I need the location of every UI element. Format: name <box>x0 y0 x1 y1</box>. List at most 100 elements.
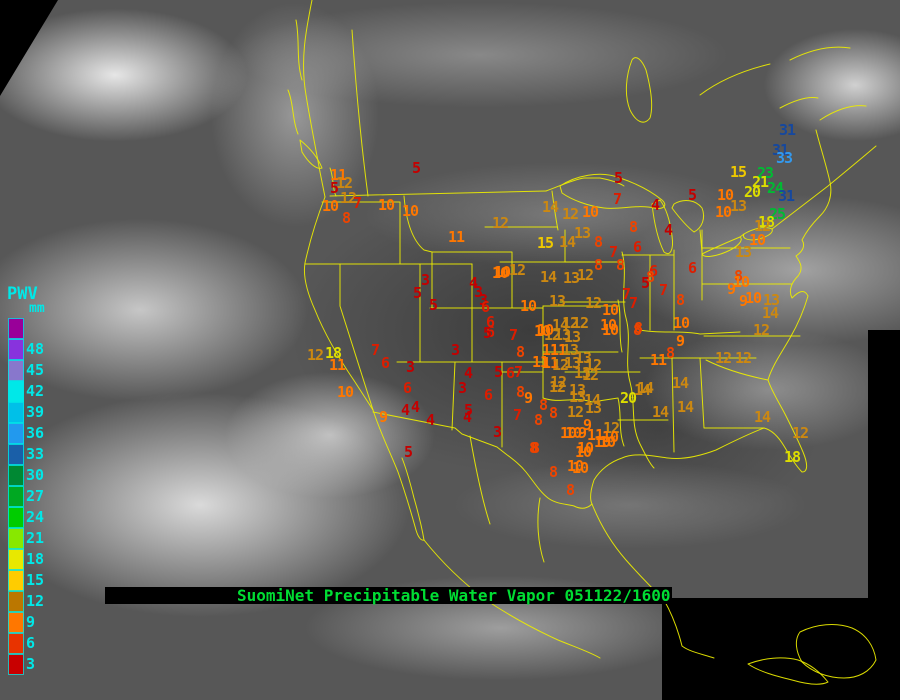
station-pwv-value: 8 <box>548 463 558 481</box>
station-pwv-value: 10 <box>672 314 690 332</box>
station-pwv-value: 20 <box>619 389 637 407</box>
station-pwv-value: 13 <box>568 381 586 399</box>
station-pwv-value: 3 <box>473 283 483 301</box>
station-pwv-value: 3 <box>478 291 488 309</box>
station-pwv-value: 6 <box>648 262 658 280</box>
station-pwv-value: 12 <box>306 346 324 364</box>
colorbar-swatch <box>8 633 24 654</box>
station-pwv-value: 8 <box>530 439 540 457</box>
station-pwv-value: 10 <box>601 301 619 319</box>
station-pwv-value: 9 <box>675 332 685 350</box>
station-pwv-value: 13 <box>563 328 581 346</box>
station-pwv-value: 20 <box>743 183 761 201</box>
station-pwv-value: 14 <box>753 408 771 426</box>
station-pwv-value: 7 <box>621 285 631 303</box>
station-pwv-value: 10 <box>321 197 339 215</box>
station-pwv-value: 4 <box>468 274 478 292</box>
station-pwv-value: 9 <box>726 280 736 298</box>
colorbar-tick-label: 30 <box>26 466 45 484</box>
station-pwv-value: 14 <box>583 391 601 409</box>
station-pwv-value: 13 <box>573 364 591 382</box>
station-pwv-value: 13 <box>548 292 566 310</box>
station-pwv-value: 10 <box>714 203 732 221</box>
station-pwv-value: 10 <box>401 202 419 220</box>
colorbar-tick-label: 33 <box>26 445 45 463</box>
colorbar-swatch <box>8 465 24 486</box>
station-pwv-value: 14 <box>676 398 694 416</box>
colorbar-swatch <box>8 507 24 528</box>
station-pwv-value: 33 <box>775 149 793 167</box>
color-scale-title: PWV <box>7 284 38 304</box>
station-pwv-value: 10 <box>533 322 551 340</box>
station-pwv-value: 8 <box>565 481 575 499</box>
station-pwv-value: 13 <box>729 197 747 215</box>
station-pwv-value: 5 <box>687 186 697 204</box>
station-pwv-value: 8 <box>733 267 743 285</box>
station-pwv-value: 8 <box>515 343 525 361</box>
station-pwv-value: 10 <box>564 424 582 442</box>
colorbar-swatch <box>8 318 24 339</box>
station-pwv-value: 9 <box>378 408 388 426</box>
station-pwv-value: 15 <box>536 234 554 252</box>
colorbar-tick-label: 36 <box>26 424 45 442</box>
station-pwv-value: 11 <box>541 354 559 372</box>
station-pwv-value: 5 <box>411 159 421 177</box>
station-pwv-value: 3 <box>450 341 460 359</box>
colorbar-tick-label: 48 <box>26 340 45 358</box>
station-pwv-value: 10 <box>581 203 599 221</box>
station-pwv-value: 10 <box>598 433 616 451</box>
station-pwv-value: 10 <box>732 273 750 291</box>
station-pwv-value: 7 <box>352 194 362 212</box>
station-pwv-value: 10 <box>599 316 617 334</box>
station-pwv-value: 8 <box>632 321 642 339</box>
colorbar-swatch <box>8 486 24 507</box>
color-scale-unit: mm <box>29 301 45 316</box>
station-pwv-value: 4 <box>400 401 410 419</box>
station-pwv-value: 6 <box>505 364 515 382</box>
station-pwv-value: 13 <box>574 349 592 367</box>
station-pwv-value: 25 <box>768 205 786 223</box>
station-pwv-value: 24 <box>766 179 784 197</box>
station-pwv-value: 6 <box>485 313 495 331</box>
station-pwv-value: 13 <box>562 269 580 287</box>
station-pwv-value: 3 <box>405 358 415 376</box>
station-pwv-value: 8 <box>665 344 675 362</box>
station-pwv-value: 11 <box>328 356 346 374</box>
station-pwv-value: 4 <box>663 221 673 239</box>
station-pwv-value: 12 <box>543 326 561 344</box>
station-pwv-value: 10 <box>744 289 762 307</box>
station-pwv-value: 13 <box>563 354 581 372</box>
station-pwv-value: 8 <box>528 439 538 457</box>
station-pwv-value: 12 <box>734 349 752 367</box>
station-pwv-value: 18 <box>783 448 801 466</box>
station-pwv-value: 11 <box>549 341 567 359</box>
colorbar-swatch <box>8 444 24 465</box>
station-pwv-value: 7 <box>612 190 622 208</box>
station-pwv-value: 14 <box>541 198 559 216</box>
colorbar-swatch <box>8 612 24 633</box>
station-pwv-value: 13 <box>573 224 591 242</box>
station-pwv-value: 13 <box>734 243 752 261</box>
station-pwv-value: 5 <box>463 401 473 419</box>
colorbar-tick-label: 27 <box>26 487 45 505</box>
station-pwv-value: 15 <box>729 163 747 181</box>
station-pwv-value: 5 <box>428 296 438 314</box>
station-pwv-value: 14 <box>761 304 779 322</box>
colorbar-swatch <box>8 381 24 402</box>
station-pwv-value: 12 <box>714 349 732 367</box>
station-pwv-value: 31 <box>777 187 795 205</box>
station-pwv-value: 4 <box>425 411 435 429</box>
station-pwv-value: 8 <box>593 256 603 274</box>
station-pwv-value: 6 <box>380 354 390 372</box>
station-pwv-value: 5 <box>482 324 492 342</box>
station-pwv-value: 13 <box>568 388 586 406</box>
station-pwv-value: 5 <box>412 284 422 302</box>
image-caption: SuomiNet Precipitable Water Vapor 051122… <box>237 586 671 605</box>
station-pwv-value: 12 <box>753 217 771 235</box>
station-pwv-value: 8 <box>675 291 685 309</box>
station-pwv-value: 7 <box>512 406 522 424</box>
station-pwv-value: 10 <box>593 433 611 451</box>
colorbar-tick-label: 12 <box>26 592 45 610</box>
